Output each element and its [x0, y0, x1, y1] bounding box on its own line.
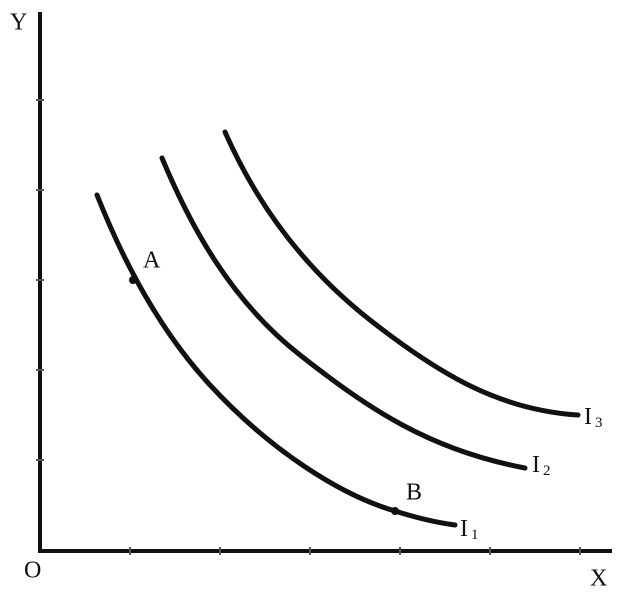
label-part: I [460, 516, 468, 542]
point-label: A [143, 248, 161, 274]
x-axis-label: X [590, 566, 607, 592]
indifference-curve [94, 192, 458, 528]
point-marker [391, 507, 399, 515]
label-part: I [532, 452, 540, 478]
point-label: B [406, 480, 422, 506]
label-part: 3 [595, 415, 603, 431]
indifference-curve [159, 155, 528, 471]
y-axis-label: Y [10, 10, 27, 36]
axis-ticks [36, 99, 581, 555]
label-part: 1 [471, 527, 479, 543]
point-marker [129, 276, 137, 284]
origin-label: O [24, 558, 41, 584]
label-part: I [584, 404, 592, 430]
label-part: 2 [543, 463, 551, 479]
indifference-curve [222, 129, 581, 418]
